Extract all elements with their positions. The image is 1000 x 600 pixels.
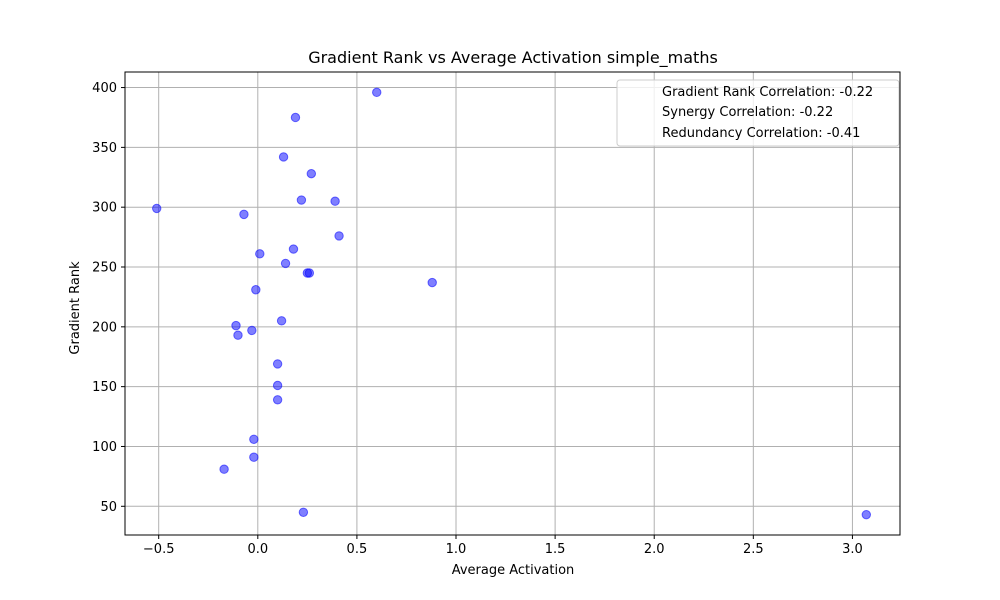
scatter-point — [304, 268, 315, 278]
scatter-point — [249, 452, 259, 462]
scatter-point — [249, 434, 259, 444]
legend-entry-redundancy: Redundancy Correlation: -0.41 — [662, 126, 860, 141]
y-tick-label: 250 — [92, 261, 117, 276]
legend-box — [616, 79, 900, 147]
axis-ticks: −0.5 0.0 0.5 1.0 1.5 2.0 2.5 3.0 50 100 150 200 250 3… — [92, 81, 863, 557]
scatter-point — [255, 249, 265, 259]
scatter-point — [290, 112, 301, 123]
y-tick-label: 200 — [92, 320, 117, 335]
legend-entry-gradient-rank: Gradient Rank Correlation: -0.22 — [662, 85, 873, 100]
plot-frame — [124, 71, 901, 536]
scatter-point — [152, 203, 162, 214]
scatter-point — [330, 196, 340, 206]
scatter-point — [334, 231, 344, 241]
scatter-point — [272, 395, 283, 405]
y-tick-label: 400 — [92, 81, 117, 96]
scatter-point — [298, 507, 309, 517]
scatter-point — [296, 195, 307, 205]
y-tick-label: 350 — [92, 141, 117, 156]
x-tick-label: 0.5 — [347, 542, 368, 557]
y-tick-label: 150 — [92, 380, 117, 395]
x-tick-label: 1.5 — [545, 542, 566, 557]
scatter-point — [280, 258, 291, 269]
scatter-point — [219, 464, 229, 474]
x-axis-label: Average Activation — [452, 563, 575, 578]
x-tick-label: 3.0 — [842, 542, 863, 557]
scatter-point — [288, 244, 299, 254]
scatter-point — [272, 380, 283, 391]
scatter-point — [247, 325, 257, 336]
legend-entry-synergy: Synergy Correlation: -0.22 — [662, 105, 833, 120]
scatter-point — [427, 277, 437, 288]
chart-title: Gradient Rank vs Average Activation simp… — [308, 48, 718, 68]
y-tick-label: 300 — [92, 201, 117, 216]
x-tick-label: 2.0 — [644, 542, 665, 557]
x-tick-label: 0.0 — [247, 542, 268, 557]
x-tick-label: 1.0 — [446, 542, 467, 557]
scatter-point — [861, 509, 872, 520]
scatter-point — [306, 168, 317, 179]
scatter-point — [372, 87, 382, 98]
scatter-point — [276, 316, 287, 326]
y-tick-label: 50 — [100, 500, 117, 515]
scatter-point — [272, 359, 283, 369]
legend: Gradient Rank Correlation: -0.22 Synergy… — [616, 79, 900, 147]
scatter-point — [231, 320, 241, 331]
scatter-point — [239, 209, 249, 220]
y-tick-label: 100 — [92, 440, 117, 455]
x-tick-label: −0.5 — [143, 542, 175, 557]
scatter-point — [233, 330, 243, 340]
scatter-point — [278, 152, 289, 162]
data-points — [152, 87, 872, 520]
scatter-point — [251, 285, 261, 295]
y-axis-label: Gradient Rank — [68, 261, 83, 355]
x-tick-label: 2.5 — [743, 542, 764, 557]
